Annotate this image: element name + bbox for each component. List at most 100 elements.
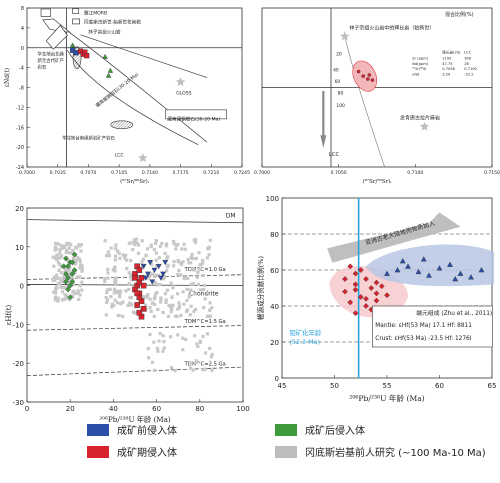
prior-point [193,307,198,311]
data-point-blue [147,260,154,266]
mix-label: 20 [336,52,342,58]
prior-point [144,303,148,307]
prior-point [134,237,139,241]
x-axis-label: (⁸⁷Sr/⁸⁶Sr)ᵢ [120,178,150,185]
prior-point [113,276,117,280]
prior-point [132,238,136,242]
prior-point [181,336,185,340]
prior-point [78,260,82,264]
prior-point [78,266,82,270]
prior-point [71,283,75,287]
tdm-label-3: TDM^C=2.5 Ga [184,362,226,368]
data-point-red [342,288,348,295]
prior-point [205,256,209,260]
prior-point [192,238,196,242]
info-title: 端元组成 (Zhu et al., 2011) [416,309,492,317]
prior-point [171,284,175,288]
prior-point [154,258,158,262]
prior-point [80,269,84,273]
prior-point [59,285,63,289]
data-point-blue [436,265,443,271]
prior-point [58,262,62,267]
prior-point [78,293,82,297]
y-tick-label: 20 [15,205,24,213]
data-point-red [370,78,375,82]
x-tick-label: 50 [330,382,339,390]
prior-point [61,279,65,284]
table-cell: -22.2 [464,73,473,77]
prior-point [119,302,123,306]
prior-point [165,269,169,273]
prior-point [184,337,188,341]
prior-point [113,269,117,273]
prior-point [189,304,193,308]
data-point-red [84,53,90,59]
prior-point [148,333,152,337]
prior-point [67,268,71,273]
prior-point [105,300,109,305]
panel-top-left: 8 4 0 -4 -8 -12 -16 -20 -240.7000 0.7035 0.7070 0.7… [4,6,250,185]
data-point-blue [149,279,156,285]
prior-point [146,346,150,351]
prior-point [176,333,180,337]
data-point-red [367,73,372,77]
prior-point [187,261,191,265]
data-point-red [134,290,140,297]
prior-point [69,277,73,281]
prior-point [55,258,59,262]
prior-point [106,298,110,302]
x-tick-label: 60 [435,382,444,390]
panel-bottom-right: 0 20 40 60 80 100 45 50 55 60 65 ²⁰⁶Pb/²³⁸U 年龄 (Ma)… [256,195,496,403]
prior-point [75,291,79,295]
y-tick-label: 0 [20,283,24,291]
prior-point [113,254,118,258]
x-tick-label: 0.7245 [234,170,250,176]
prior-point [182,276,186,281]
prior-point [160,241,164,246]
prior-point [117,251,121,255]
prior-point [129,277,134,281]
table-header: 辉长岩(20) [442,49,461,54]
prior-point [207,253,211,257]
prior-point [127,241,131,245]
x-tick-label: 0.7150 [484,170,500,176]
prior-point [58,256,62,260]
tdm-line [26,325,244,331]
data-point-green [69,271,76,277]
prior-point [118,291,122,296]
tdm-line [26,366,244,376]
data-point-blue [420,256,427,262]
prior-point [181,290,185,294]
prior-point [153,302,157,307]
data-point-green [105,72,112,78]
prior-point [66,296,70,300]
prior-point [172,260,176,264]
prior-point [104,254,109,258]
prior-point [67,246,71,250]
prior-point [75,258,79,262]
prior-point [52,276,56,281]
prior-point [113,290,117,294]
prior-point [196,344,200,348]
prior-point [106,276,110,280]
prior-point [198,340,202,344]
prior-point [189,366,193,370]
data-point-red [363,276,369,282]
data-point-blue [142,275,149,281]
prior-point [59,271,63,275]
data-point-red [342,276,348,282]
legend-label: 成矿期侵入体 [117,446,177,459]
prior-point [210,306,214,310]
prior-point [58,248,62,252]
prior-point [77,297,81,302]
table-cell: εNd [412,73,419,77]
prior-point [161,334,165,338]
prior-point [189,361,193,365]
prior-point [53,298,57,302]
gabbro-star [340,31,350,41]
prior-point [136,243,141,247]
morb-field [40,8,51,17]
prior-point [118,256,122,260]
legend-linzizong-label: 林子宗组火山岩 [88,28,121,35]
